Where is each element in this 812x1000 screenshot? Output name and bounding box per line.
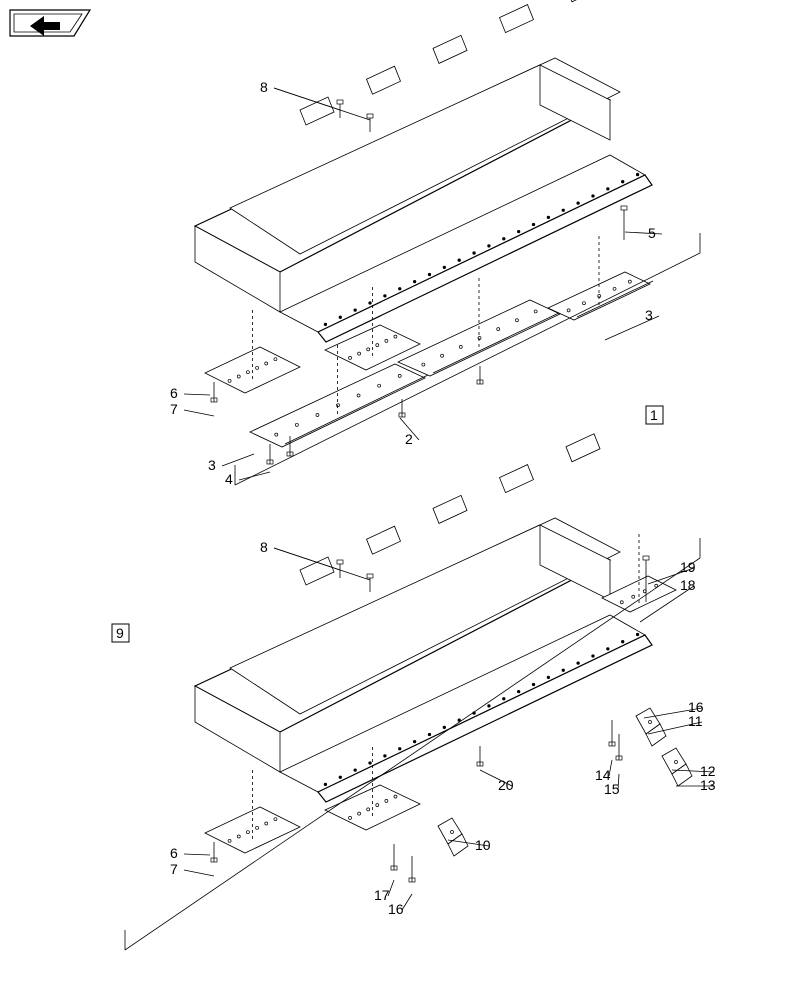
callout-ref: 11 — [688, 713, 703, 729]
callout-ref: 13 — [700, 777, 716, 793]
callout-ref: 18 — [680, 577, 696, 593]
callout-ref: 3 — [645, 307, 653, 323]
callout-ref: 5 — [648, 225, 656, 241]
callout-ref: 19 — [680, 559, 696, 575]
callout-ref: 7 — [170, 861, 178, 877]
callout-ref: 8 — [260, 79, 268, 95]
callout-ref: 16 — [388, 901, 404, 917]
callout-ref: 6 — [170, 385, 178, 401]
callout-ref: 4 — [225, 471, 233, 487]
callout-ref: 2 — [405, 431, 413, 447]
callout-ref: 8 — [260, 539, 268, 555]
svg-text:9: 9 — [116, 625, 124, 641]
diagram-canvas: 8536734218191816111415121367201017169 — [0, 0, 812, 1000]
callout-ref: 10 — [475, 837, 491, 853]
callout-ref: 6 — [170, 845, 178, 861]
callout-ref: 20 — [498, 777, 514, 793]
callout-ref: 7 — [170, 401, 178, 417]
svg-text:1: 1 — [650, 407, 658, 423]
callout-ref: 3 — [208, 457, 216, 473]
callout-ref: 15 — [604, 781, 620, 797]
